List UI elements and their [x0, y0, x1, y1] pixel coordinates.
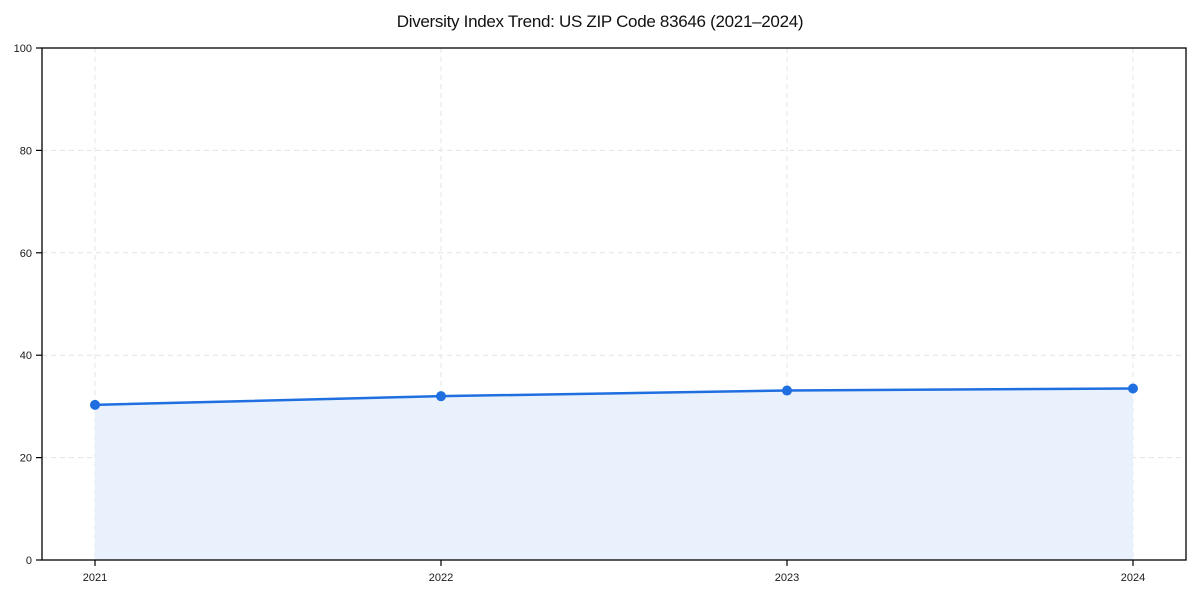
- x-tick-label: 2021: [83, 572, 107, 584]
- trend-line: [93, 387, 1135, 407]
- plot-frame: [41, 47, 1187, 561]
- data-point: [436, 391, 446, 402]
- y-tick-label: 40: [20, 350, 32, 362]
- chart-title: Diversity Index Trend: US ZIP Code 83646…: [396, 12, 804, 31]
- data-point: [90, 399, 100, 410]
- x-tick-label: 2024: [1121, 572, 1145, 584]
- area-fill: [95, 388, 1133, 560]
- y-tick-label: 100: [14, 43, 32, 55]
- y-tick-label: 20: [20, 453, 32, 465]
- x-tick-label: 2022: [429, 572, 453, 584]
- y-tick-label: 80: [20, 145, 32, 157]
- x-tick-label: 2023: [775, 572, 799, 584]
- data-point: [1128, 383, 1138, 394]
- data-point: [782, 385, 792, 396]
- y-tick-label: 0: [26, 555, 32, 567]
- y-tick-label: 60: [20, 248, 32, 260]
